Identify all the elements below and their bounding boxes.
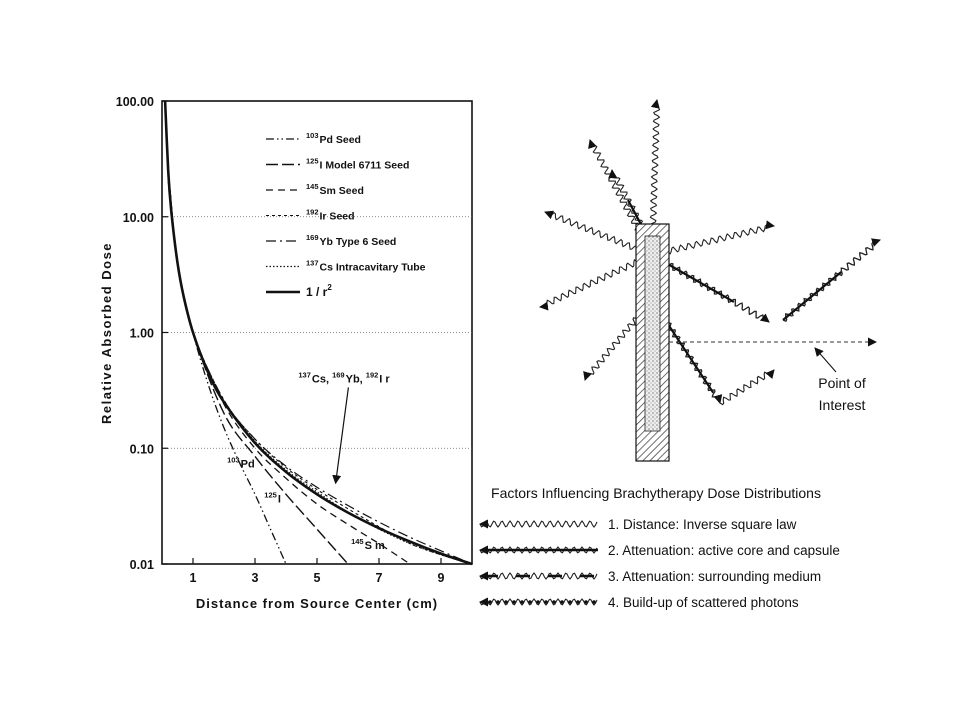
legend-entry-cs137: 137Cs Intracavitary Tube: [306, 259, 426, 274]
legend-entry-inv_sq: 1 / r2: [306, 283, 332, 299]
curve-label-i: 125I: [264, 490, 281, 505]
x-tick-label: 1: [190, 571, 197, 585]
legend-bead: [488, 600, 492, 604]
point-of-interest-pointer: [814, 347, 837, 373]
legend-bead: [576, 600, 580, 604]
legend-wave-wavy-bead: [479, 598, 598, 612]
legend-bead: [520, 600, 524, 604]
y-tick-label: 100.00: [116, 95, 154, 109]
curve-labels: 103Pd 125I 145S m 137Cs, 169Yb, 192I r: [227, 370, 390, 551]
point-of-interest-label-2: Interest: [819, 397, 866, 413]
legend-bead: [568, 600, 572, 604]
diagram-legend-item: 2. Attenuation: active core and capsule: [479, 543, 840, 560]
series-line-i125: [167, 170, 349, 565]
x-tick-label: 7: [376, 571, 383, 585]
x-axis-ticks: 1 3 5 7 9: [190, 558, 445, 585]
attenuated-segment: [782, 271, 842, 321]
diagram-legend-text: 2. Attenuation: active core and capsule: [608, 543, 840, 558]
y-tick-label: 0.01: [130, 558, 154, 572]
curve-label-group: 137Cs, 169Yb, 192I r: [298, 370, 390, 385]
series-line-pd103: [167, 170, 287, 565]
dose-chart: 100.00 10.00 1.00 0.10 0.01 1 3 5 7 9 103Pd Seed…: [99, 95, 473, 611]
legend-wave-wavy-broken: [479, 572, 598, 586]
legend-bead: [544, 600, 548, 604]
active-core: [644, 235, 661, 432]
legend-entry-yb169: 169Yb Type 6 Seed: [306, 233, 396, 248]
y-tick-label: 1.00: [130, 327, 154, 341]
legend-bead: [560, 600, 564, 604]
photon-ray: [651, 220, 775, 259]
y-axis-ticks: 100.00 10.00 1.00 0.10 0.01: [116, 95, 168, 572]
grid: [162, 216, 472, 449]
y-axis-label: Relative Absorbed Dose: [99, 242, 114, 424]
diagram-legend-item: 4. Build-up of scattered photons: [479, 595, 799, 612]
diagram-legend: 1. Distance: Inverse square law 2. Attenu…: [479, 517, 840, 612]
curve-label-sm: 145S m: [351, 537, 385, 552]
legend-bead: [496, 600, 500, 604]
legend-wave-wavy: [479, 520, 598, 534]
photon-ray: [539, 252, 653, 311]
diagram-legend-item: 1. Distance: Inverse square law: [479, 517, 797, 534]
x-tick-label: 9: [438, 571, 445, 585]
legend-entry-pd103: 103Pd Seed: [306, 131, 361, 146]
curve-label-pd: 103Pd: [227, 456, 255, 471]
legend-entry-ir192: 192Ir Seed: [306, 208, 355, 223]
chart-legend: 103Pd Seed 125I Model 6711 Seed 145Sm Seed…: [266, 131, 426, 299]
x-tick-label: 5: [314, 571, 321, 585]
x-tick-label: 3: [252, 571, 259, 585]
curve-label-arrow: [332, 387, 349, 485]
point-of-interest-label: Point of: [818, 375, 866, 391]
y-tick-label: 0.10: [130, 442, 154, 456]
diagram-legend-text: 4. Build-up of scattered photons: [608, 595, 799, 610]
diagram-title: Factors Influencing Brachytherapy Dose D…: [491, 485, 821, 501]
legend-bead: [552, 600, 556, 604]
diagram-legend-text: 1. Distance: Inverse square law: [608, 517, 797, 532]
series-line-ir192: [167, 170, 473, 565]
brachytherapy-diagram: Point of Interest Factors Influencing Br…: [479, 99, 881, 612]
legend-bead: [592, 600, 596, 604]
legend-entry-i125: 125I Model 6711 Seed: [306, 157, 409, 172]
photon-ray: [719, 369, 775, 406]
legend-bead: [528, 600, 532, 604]
series-line-inv_sq: [163, 100, 473, 566]
series-group: [163, 100, 473, 566]
diagram-legend-item: 3. Attenuation: surrounding medium: [479, 569, 821, 586]
photon-ray: [651, 254, 770, 323]
diagram-legend-text: 3. Attenuation: surrounding medium: [608, 569, 821, 584]
x-axis-label: Distance from Source Center (cm): [196, 596, 438, 611]
y-tick-label: 10.00: [123, 211, 154, 225]
legend-bead: [504, 600, 508, 604]
legend-bead: [536, 600, 540, 604]
legend-bead: [512, 600, 516, 604]
series-line-yb169: [167, 170, 473, 565]
legend-bead: [584, 600, 588, 604]
legend-entry-sm145: 145Sm Seed: [306, 182, 364, 197]
